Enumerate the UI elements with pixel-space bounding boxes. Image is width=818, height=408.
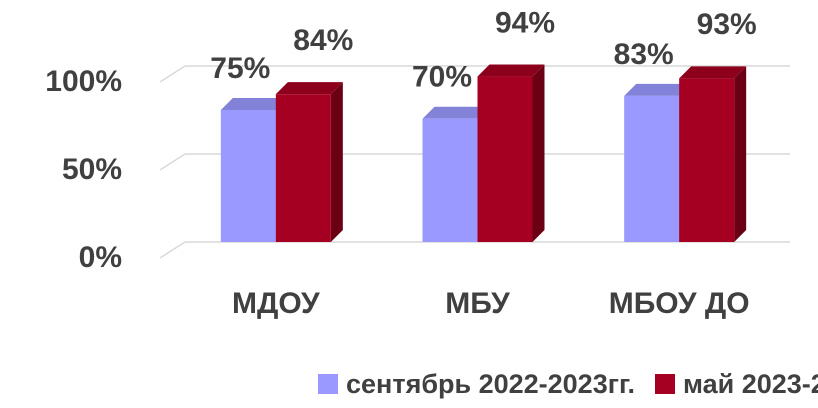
bar [220, 110, 276, 242]
legend-label: сентябрь 2022-2023гг. [346, 369, 635, 399]
bar-top [422, 106, 490, 119]
value-label: 84% [293, 24, 353, 57]
value-label: 70% [412, 61, 472, 94]
grid-line [159, 153, 790, 171]
bar-top [220, 98, 288, 110]
y-tick-label: 50% [62, 153, 122, 186]
bar-side [734, 66, 747, 242]
bar-side [532, 64, 545, 242]
x-tick-label: МБУ [445, 287, 510, 320]
y-tick-label: 0% [79, 241, 122, 274]
bar-top [477, 64, 545, 77]
x-tick-label: МБОУ ДО [609, 287, 750, 320]
bar [275, 94, 331, 242]
bar-top [275, 82, 343, 95]
value-label: 93% [697, 8, 757, 41]
x-tick-label: МДОУ [232, 287, 320, 320]
value-label: 75% [210, 52, 270, 85]
grid-line [159, 241, 790, 259]
bar [624, 95, 680, 242]
grid-line [159, 65, 790, 83]
value-label: 94% [495, 6, 555, 39]
legend-swatch [318, 374, 338, 394]
bar [477, 76, 533, 242]
value-label: 83% [614, 38, 674, 71]
legend-label: май 2023-2024гг. [683, 369, 818, 399]
bar-side [330, 82, 343, 242]
bar [422, 118, 478, 242]
bar [679, 78, 735, 242]
bar-top [679, 66, 747, 79]
y-tick-label: 100% [45, 65, 122, 98]
bar-top [624, 83, 692, 96]
legend-swatch [655, 374, 675, 394]
